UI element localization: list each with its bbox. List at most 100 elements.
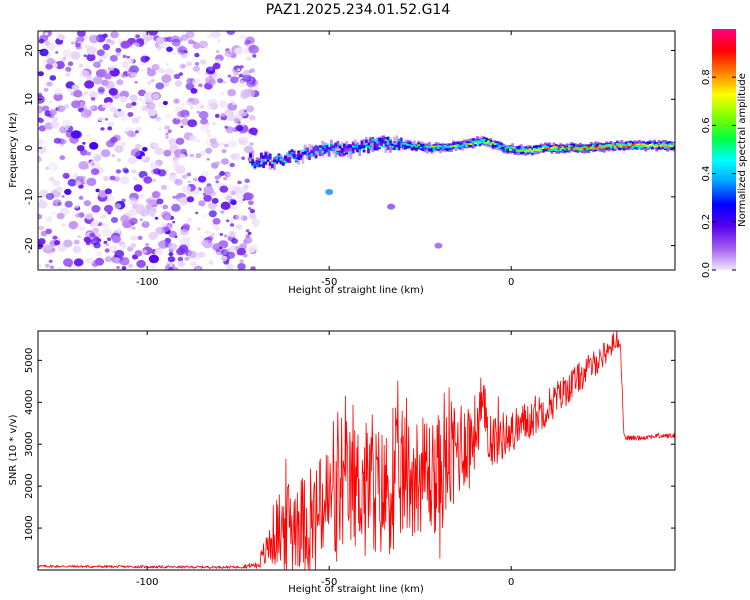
ridge-segment [268,155,272,158]
ridge-segment [349,144,353,148]
ridge-segment [517,150,521,152]
noise-blob [173,267,179,270]
ridge-segment [251,150,255,160]
ridge-segment [458,145,462,148]
ridge-segment [471,142,475,146]
noise-blob [111,235,121,244]
noise-blob [62,172,70,179]
noise-blob [163,149,172,157]
ridge-segment [412,144,416,149]
ridge-segment [329,143,333,146]
ridge-segment [487,140,490,142]
noise-blob [117,158,121,162]
noise-blob [91,152,103,162]
ridge-segment [336,140,340,147]
noise-blob [142,147,148,152]
ridge-segment [622,143,626,148]
noise-blob [210,232,216,237]
noise-blob [119,113,129,122]
noise-blob [243,239,248,244]
ridge-segment [482,140,486,145]
x-tick-label: -100 [136,277,159,288]
noise-blob [49,100,53,104]
ridge-segment [340,142,344,151]
noise-blob [38,225,44,231]
ridge-segment [565,148,569,151]
ridge-segment [559,146,562,149]
noise-blob [89,159,100,169]
noise-blob [200,239,209,246]
ridge-segment [541,147,545,149]
ridge-segment [596,147,600,150]
ridge-segment [535,145,538,152]
noise-blob [49,265,55,269]
noise-blob [64,200,73,208]
noise-blob [227,89,237,97]
ridge-segment [319,150,322,156]
noise-blob [242,242,247,247]
noise-blob [75,180,82,186]
noise-blob [160,222,167,228]
noise-blob [134,81,138,84]
ridge-segment [607,143,611,148]
noise-blob [77,235,82,239]
noise-blob [155,37,165,44]
ridge-segment [439,145,442,148]
noise-blob [224,50,233,57]
noise-blob [230,99,235,104]
noise-blob [140,48,144,52]
ridge-segment [268,162,272,166]
noise-blob [38,238,46,245]
noise-blob [131,101,137,106]
noise-blob [143,220,148,224]
noise-blob [108,88,118,96]
noise-blob [243,145,254,154]
ridge-segment [336,151,340,154]
ridge-segment [373,147,377,151]
ridge-segment [253,162,257,165]
ridge-segment [351,145,355,148]
ridge-segment [648,144,652,148]
noise-blob [194,52,200,58]
noise-blob [179,63,186,69]
ridge-segment [358,149,362,151]
noise-blob [177,260,186,268]
noise-blob [249,115,256,121]
ridge-segment [367,145,370,148]
noise-blob [90,97,96,101]
noise-blob [222,80,227,84]
noise-blob [130,71,138,78]
ridge-segment [321,146,324,150]
ridge-segment [578,148,582,151]
noise-blob [198,110,209,120]
ridge-segment [583,145,587,150]
ridge-segment [388,143,392,153]
noise-blob [190,261,197,267]
noise-blob [179,153,186,159]
noise-blob [120,215,130,223]
ridge-segment [661,145,665,148]
ridge-segment [310,153,314,156]
ridge-segment [568,148,571,151]
ridge-segment [467,143,471,145]
y-tick-label: -20 [24,237,35,253]
noise-blob [184,115,188,118]
ridge-segment [397,146,401,150]
ridge-segment [456,144,460,146]
ridge-segment [511,147,514,149]
ridge-segment [262,162,265,169]
noise-blob [214,175,220,180]
ridge-segment [498,146,501,149]
noise-blob [73,258,84,267]
noise-blob [71,84,78,90]
ridge-segment [332,148,335,151]
noise-blob [208,66,214,71]
ridge-segment [266,158,270,162]
ridge-segment [454,144,458,147]
ridge-segment [537,149,541,152]
ridge-segment [264,161,268,165]
ridge-segment [391,145,394,148]
noise-blob [172,221,176,224]
noise-blob [248,127,258,136]
noise-blob [74,172,78,176]
